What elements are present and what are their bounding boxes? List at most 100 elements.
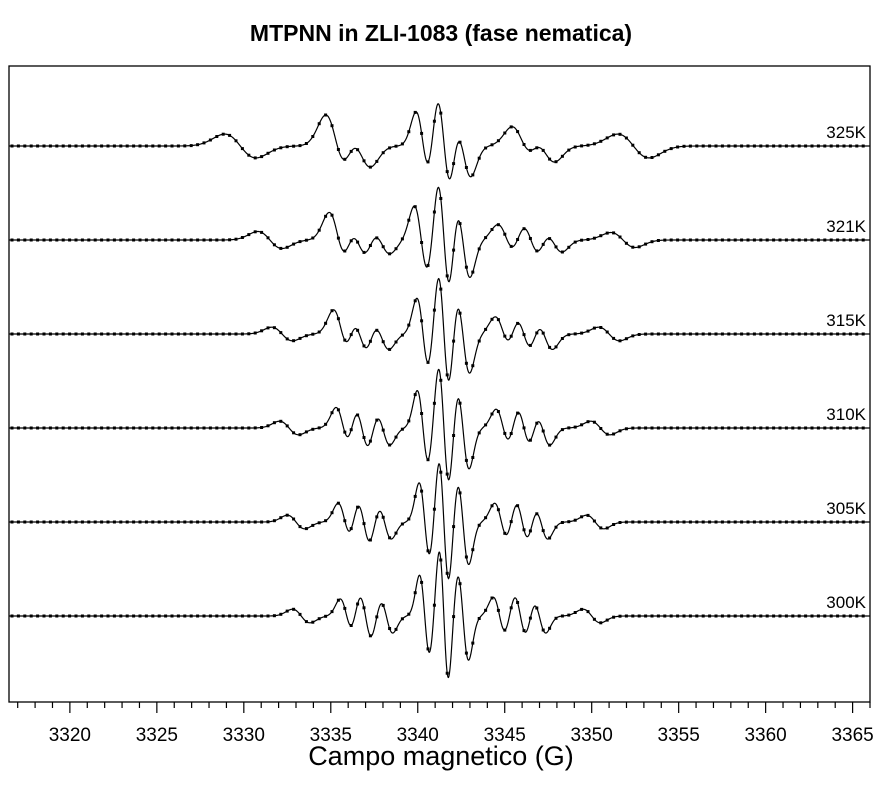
simulated-point bbox=[656, 614, 660, 618]
simulated-point bbox=[541, 331, 545, 335]
simulated-point bbox=[87, 332, 91, 336]
simulated-point bbox=[356, 413, 360, 417]
simulated-point bbox=[573, 611, 577, 614]
simulated-point bbox=[573, 145, 577, 149]
simulated-point bbox=[394, 627, 398, 631]
simulated-point bbox=[458, 311, 462, 315]
simulated-point bbox=[240, 332, 244, 336]
simulated-point bbox=[727, 520, 731, 524]
simulated-point bbox=[317, 617, 321, 621]
simulated-point bbox=[48, 426, 52, 430]
simulated-point bbox=[560, 154, 564, 158]
simulated-point bbox=[132, 144, 136, 148]
simulated-point bbox=[170, 144, 174, 148]
series-label-305K: 305K bbox=[826, 499, 866, 518]
simulated-point bbox=[804, 238, 808, 242]
simulated-point bbox=[516, 601, 520, 604]
simulated-point bbox=[644, 155, 648, 159]
simulated-point bbox=[503, 131, 507, 135]
simulated-point bbox=[567, 613, 571, 617]
simulated-point bbox=[93, 520, 97, 524]
simulated-point bbox=[804, 144, 808, 148]
simulated-point bbox=[605, 330, 609, 334]
simulated-point bbox=[471, 364, 475, 368]
simulated-point bbox=[292, 242, 296, 246]
simulated-point bbox=[535, 331, 539, 335]
simulated-point bbox=[368, 538, 372, 542]
simulated-point bbox=[349, 333, 353, 337]
simulated-point bbox=[740, 144, 744, 148]
simulated-point bbox=[740, 614, 744, 618]
series-label-310K: 310K bbox=[826, 405, 866, 424]
simulated-point bbox=[669, 426, 673, 430]
simulated-point bbox=[535, 146, 539, 150]
simulated-point bbox=[759, 426, 763, 430]
simulated-point bbox=[221, 614, 225, 618]
simulated-point bbox=[16, 520, 20, 524]
simulated-point bbox=[676, 332, 680, 336]
simulated-point bbox=[42, 426, 46, 430]
simulated-point bbox=[55, 238, 59, 242]
simulated-point bbox=[528, 529, 532, 533]
simulated-point bbox=[676, 614, 680, 618]
simulated-point bbox=[349, 624, 353, 627]
simulated-point bbox=[496, 608, 500, 612]
simulated-point bbox=[93, 238, 97, 242]
simulated-point bbox=[208, 520, 212, 524]
simulated-point bbox=[208, 138, 212, 142]
simulated-point bbox=[202, 520, 206, 524]
simulated-point bbox=[836, 426, 840, 430]
simulated-point bbox=[733, 614, 737, 618]
simulated-point bbox=[381, 245, 385, 249]
simulated-point bbox=[87, 426, 91, 430]
simulated-point bbox=[759, 144, 763, 148]
simulated-point bbox=[631, 143, 635, 147]
simulated-point bbox=[567, 245, 571, 249]
simulated-point bbox=[612, 523, 616, 526]
simulated-point bbox=[522, 528, 526, 532]
simulated-point bbox=[381, 151, 385, 155]
simulated-point bbox=[759, 332, 763, 336]
simulated-point bbox=[765, 426, 769, 430]
spectrum-line-325K bbox=[9, 103, 870, 180]
simulated-point bbox=[240, 426, 244, 430]
simulated-point bbox=[279, 612, 283, 616]
simulated-point bbox=[490, 504, 494, 508]
simulated-points-310K bbox=[10, 378, 865, 476]
simulated-point bbox=[362, 159, 366, 163]
simulated-point bbox=[688, 332, 692, 336]
simulated-point bbox=[644, 242, 648, 246]
simulated-point bbox=[100, 144, 104, 148]
simulated-point bbox=[708, 426, 712, 430]
simulated-point bbox=[618, 339, 622, 343]
simulated-point bbox=[10, 520, 14, 524]
simulated-point bbox=[68, 520, 72, 524]
simulated-point bbox=[522, 426, 526, 430]
simulated-point bbox=[138, 614, 142, 618]
simulated-point bbox=[125, 144, 129, 148]
simulated-point bbox=[74, 332, 78, 336]
simulated-point bbox=[208, 238, 212, 242]
simulated-point bbox=[23, 144, 27, 148]
simulated-point bbox=[452, 615, 456, 619]
simulated-point bbox=[445, 671, 449, 675]
simulated-point bbox=[407, 517, 411, 521]
simulated-point bbox=[631, 245, 635, 249]
x-tick-label: 3330 bbox=[223, 725, 265, 746]
simulated-point bbox=[375, 236, 379, 240]
simulated-point bbox=[541, 148, 545, 152]
simulated-point bbox=[317, 228, 321, 232]
simulated-point bbox=[490, 228, 494, 231]
simulated-point bbox=[720, 520, 724, 524]
simulated-point bbox=[701, 614, 705, 618]
simulated-point bbox=[663, 332, 667, 336]
simulated-point bbox=[42, 238, 46, 242]
simulated-point bbox=[490, 143, 494, 147]
simulated-point bbox=[541, 242, 545, 246]
simulated-point bbox=[631, 426, 635, 430]
simulated-point bbox=[810, 144, 814, 148]
simulated-point bbox=[471, 548, 475, 552]
simulated-point bbox=[253, 426, 257, 430]
simulated-point bbox=[477, 339, 481, 343]
simulated-point bbox=[740, 332, 744, 336]
